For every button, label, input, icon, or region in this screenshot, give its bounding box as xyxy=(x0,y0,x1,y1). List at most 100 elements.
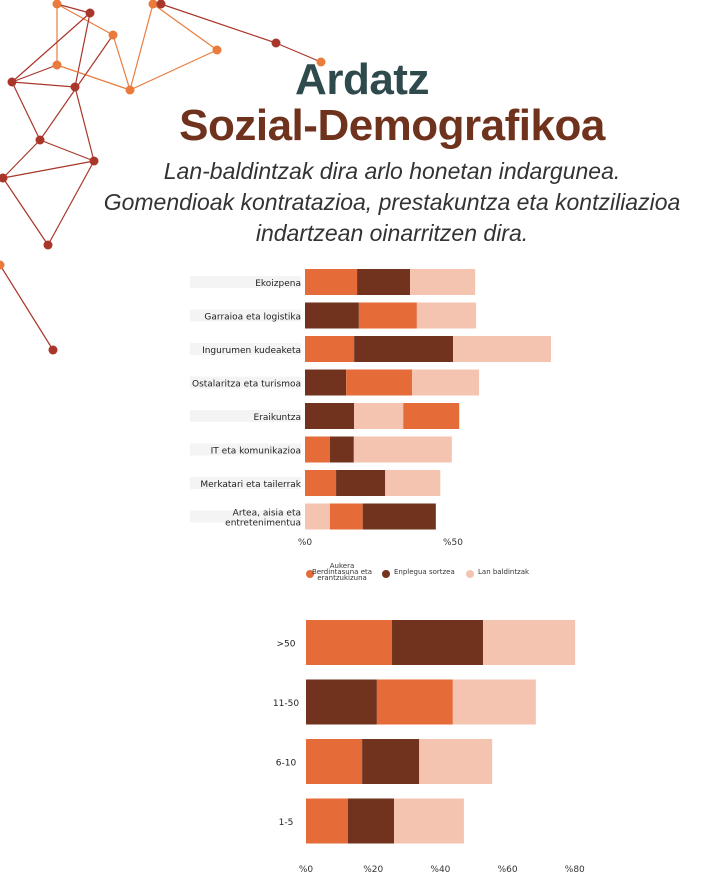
network-node xyxy=(52,0,62,9)
bar-segment xyxy=(305,503,330,530)
network-edge xyxy=(129,3,154,91)
category-label: 1-5 xyxy=(279,818,294,828)
network-edge xyxy=(275,42,322,63)
bar-segment xyxy=(306,679,377,725)
network-node xyxy=(125,85,135,95)
bar-segment xyxy=(354,336,453,362)
network-edge xyxy=(56,64,131,91)
bar-segment xyxy=(329,503,363,530)
network-node xyxy=(271,38,281,48)
bar-segment xyxy=(353,436,452,463)
bar-segment xyxy=(376,679,453,725)
category-label: 6-10 xyxy=(276,759,297,769)
legend-label: erantzukizuna xyxy=(317,574,367,582)
bar-segment xyxy=(453,336,551,362)
subtitle: Lan-baldintzak dira arlo honetan indargu… xyxy=(60,156,724,249)
subtitle-line: indartzean oinarritzen dira. xyxy=(255,220,529,246)
network-node xyxy=(0,260,5,270)
network-edge xyxy=(160,3,277,44)
bar-segment xyxy=(362,503,436,530)
bar-segment xyxy=(385,470,441,496)
legend-label: Berdintasuna eta xyxy=(312,568,372,576)
network-node xyxy=(70,82,80,92)
network-edge xyxy=(0,264,54,351)
x-tick-label: %20 xyxy=(363,865,383,875)
subtitle-line: Lan-baldintzak dira arlo honetan indargu… xyxy=(163,158,621,184)
network-node xyxy=(108,30,118,40)
network-node xyxy=(52,60,62,70)
category-label: Merkatari eta tailerrak xyxy=(200,480,301,490)
title-line-2: Sozial-Demografikoa xyxy=(179,101,605,150)
category-label: >50 xyxy=(277,640,296,650)
network-edge xyxy=(74,86,95,162)
legend-label: Lan baldintzak xyxy=(478,568,530,576)
network-edge xyxy=(2,160,95,179)
legend-swatch xyxy=(382,570,390,578)
network-edge xyxy=(56,3,114,36)
bar-segment xyxy=(348,798,395,844)
network-node xyxy=(316,57,326,67)
network-node xyxy=(48,345,58,355)
title-line-1: Ardatz xyxy=(295,55,429,104)
bar-segment xyxy=(452,679,536,725)
network-edge xyxy=(56,3,91,14)
bar-segment xyxy=(410,269,476,295)
bar-segment xyxy=(412,369,480,396)
network-edge xyxy=(129,49,218,91)
legend-label: Aukera xyxy=(330,562,355,570)
network-edge xyxy=(11,64,58,83)
bar-segment xyxy=(305,369,347,396)
bar-segment xyxy=(305,403,355,429)
network-node xyxy=(148,0,158,9)
category-label-bg xyxy=(190,376,301,389)
x-tick-label: %50 xyxy=(443,538,463,548)
network-node xyxy=(156,0,166,9)
bar-segment xyxy=(358,302,417,329)
network-edge xyxy=(39,139,95,162)
bar-segment xyxy=(346,369,413,396)
network-edge xyxy=(74,12,91,88)
bar-segment xyxy=(483,620,576,665)
x-tick-label: %0 xyxy=(298,538,313,548)
category-label-bg xyxy=(190,510,301,523)
category-label-bg xyxy=(190,477,301,489)
bar-segment xyxy=(394,798,464,844)
bar-segment xyxy=(306,739,363,784)
bar-segment xyxy=(329,436,354,463)
x-tick-label: %40 xyxy=(430,865,450,875)
network-node xyxy=(7,77,17,87)
bar-segment xyxy=(403,403,460,429)
bar-segment xyxy=(305,436,330,463)
bar-segment xyxy=(362,739,420,784)
bar-segment xyxy=(392,620,484,665)
bar-segment xyxy=(354,403,404,429)
legend-swatch xyxy=(466,570,474,578)
category-label: Eraikuntza xyxy=(253,413,301,423)
legend-label: Enplegua sortzea xyxy=(394,568,455,576)
bar-segment xyxy=(306,620,393,665)
bar-segment xyxy=(419,739,493,784)
bar-segment xyxy=(416,302,477,329)
network-edge xyxy=(152,3,218,51)
network-edge xyxy=(11,81,76,88)
network-edge xyxy=(11,12,91,83)
bar-segment xyxy=(306,798,348,844)
bar-segment xyxy=(336,470,386,496)
network-node xyxy=(35,135,45,145)
category-label: Ostalaritza eta turismoa xyxy=(192,380,301,390)
network-node xyxy=(85,8,95,18)
subtitle-line: Gomendioak kontratazioa, prestakuntza et… xyxy=(103,189,681,215)
category-label-bg xyxy=(190,443,301,456)
network-node xyxy=(43,240,53,250)
category-label: IT eta komunikazioa xyxy=(211,447,301,457)
network-edge xyxy=(11,81,41,141)
network-node xyxy=(212,45,222,55)
network-edge xyxy=(47,160,95,246)
network-node xyxy=(0,173,8,183)
category-label: entretenimentua xyxy=(225,519,301,529)
network-edge xyxy=(2,177,49,246)
network-decoration xyxy=(0,0,326,355)
x-tick-label: %80 xyxy=(565,865,585,875)
x-tick-label: %0 xyxy=(299,865,314,875)
category-label: Artea, aisia eta xyxy=(233,509,301,519)
